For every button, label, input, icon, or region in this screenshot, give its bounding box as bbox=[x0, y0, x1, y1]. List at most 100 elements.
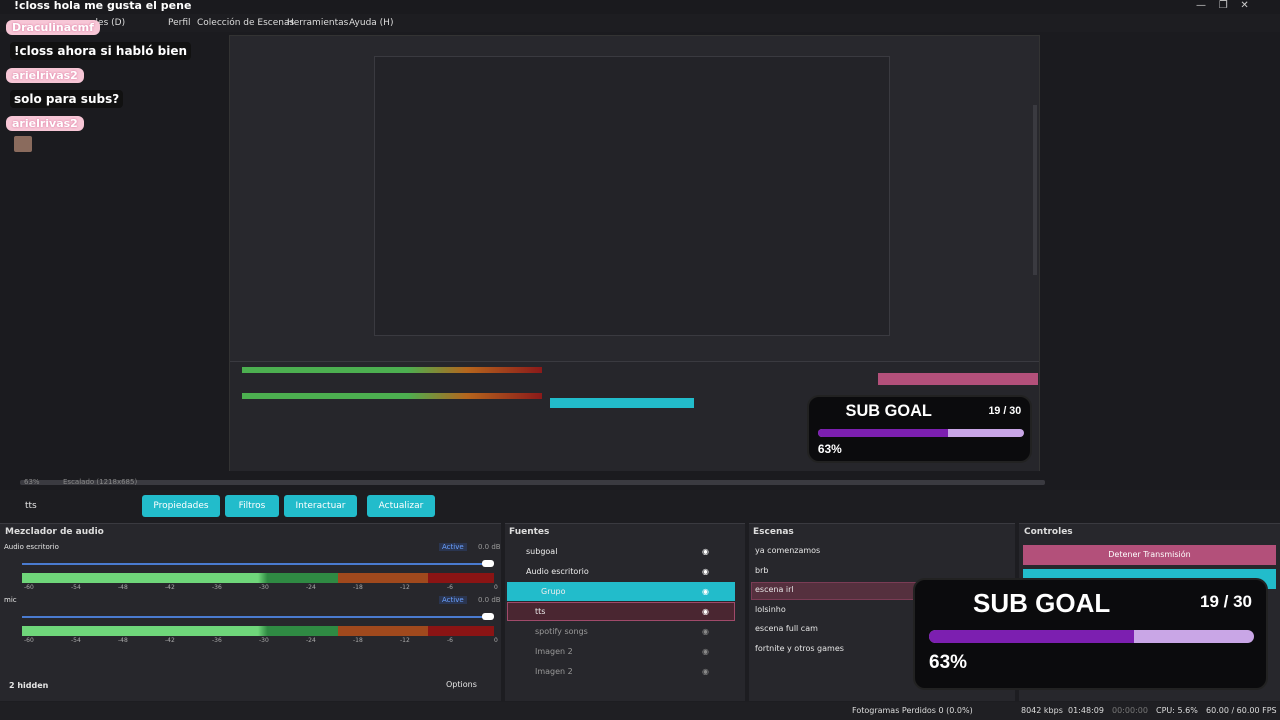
meter-scale: -54 bbox=[71, 584, 81, 591]
progress-track bbox=[929, 630, 1254, 643]
meter-scale: -6 bbox=[447, 584, 453, 591]
preview-scale: Escalado (1218x685) bbox=[63, 478, 138, 486]
status-rec: 00:00:00 bbox=[1112, 706, 1148, 715]
meter-scale: -42 bbox=[165, 637, 175, 644]
visibility-icon[interactable]: ◉ bbox=[702, 547, 709, 556]
meter-scale: -42 bbox=[165, 584, 175, 591]
source-name: tts bbox=[25, 501, 37, 511]
meter-scale: -60 bbox=[24, 584, 34, 591]
status-cpu: CPU: 5.6% bbox=[1156, 706, 1198, 715]
v-scrollbar bbox=[1033, 105, 1037, 275]
meter-scale: -18 bbox=[353, 584, 363, 591]
progress-fill bbox=[929, 630, 1134, 643]
scene-name[interactable]: escena irl bbox=[755, 585, 794, 594]
options-button[interactable]: Options bbox=[446, 680, 477, 689]
meter-scale: 0 bbox=[494, 584, 498, 591]
meter-scale: -60 bbox=[24, 637, 34, 644]
meter-scale: -54 bbox=[71, 637, 81, 644]
meter-scale: -18 bbox=[353, 637, 363, 644]
source-row[interactable] bbox=[507, 582, 735, 601]
window-controls[interactable]: — ❐ ✕ bbox=[1196, 0, 1249, 11]
scene-name[interactable]: escena full cam bbox=[755, 624, 818, 633]
sub-goal-title: SUB GOAL bbox=[973, 588, 1111, 618]
menu-item[interactable]: eles (D) bbox=[90, 18, 126, 28]
chat-message: solo para subs? bbox=[10, 90, 124, 108]
toolbar-button[interactable]: Propiedades bbox=[142, 495, 220, 517]
visibility-icon[interactable]: ◉ bbox=[702, 607, 709, 616]
channel-name: mic bbox=[4, 596, 17, 604]
meter bbox=[22, 626, 494, 636]
source-name: Audio escritorio bbox=[526, 567, 589, 576]
progress-fill bbox=[817, 428, 948, 437]
progress-label: 63% bbox=[817, 442, 842, 457]
meter-scale: -24 bbox=[306, 637, 316, 644]
channel-status: Active bbox=[439, 543, 467, 551]
volume-knob[interactable] bbox=[482, 560, 494, 567]
visibility-icon[interactable]: ◉ bbox=[702, 627, 709, 636]
nested-window bbox=[374, 56, 890, 336]
source-name: subgoal bbox=[526, 547, 558, 556]
meter-scale: -24 bbox=[306, 584, 316, 591]
visibility-icon[interactable]: ◉ bbox=[702, 587, 709, 596]
status-bar bbox=[0, 702, 1280, 720]
chat-message: !closs ahora si habló bien bbox=[10, 42, 192, 60]
channel-level: 0.0 dB bbox=[478, 543, 501, 551]
volume-knob[interactable] bbox=[482, 613, 494, 620]
source-name: tts bbox=[535, 607, 546, 616]
nested-controls-button bbox=[878, 373, 1038, 385]
scene-name[interactable]: brb bbox=[755, 565, 769, 575]
volume-slider[interactable] bbox=[22, 616, 492, 618]
meter-scale: -30 bbox=[259, 584, 269, 591]
menu-item[interactable]: Perfil bbox=[168, 18, 191, 28]
meter-scale: -12 bbox=[400, 584, 410, 591]
channel-name: Audio escritorio bbox=[4, 543, 59, 551]
channel-status: Active bbox=[439, 596, 467, 604]
status-live: 01:48:09 bbox=[1068, 706, 1104, 715]
title-bar bbox=[0, 0, 1280, 14]
chat-username: arielrivas2 bbox=[6, 68, 84, 83]
meter-scale: -6 bbox=[447, 637, 453, 644]
dock-title: Fuentes bbox=[509, 527, 550, 537]
dock-title: Escenas bbox=[753, 527, 794, 537]
toolbar-button[interactable]: Actualizar bbox=[367, 495, 435, 517]
sub-goal-count: 19 / 30 bbox=[988, 404, 1022, 417]
dock-title: Controles bbox=[1024, 527, 1073, 537]
progress-track bbox=[817, 428, 1024, 437]
menu-item[interactable]: Herramientas bbox=[287, 18, 349, 28]
meter-scale: -48 bbox=[118, 637, 128, 644]
mixer-dock bbox=[0, 523, 501, 701]
scene-name[interactable]: fortnite y otros games bbox=[755, 643, 844, 653]
source-name: Grupo bbox=[541, 587, 566, 596]
toolbar-button[interactable]: Filtros bbox=[225, 495, 279, 517]
sub-goal-widget: SUB GOAL 19 / 30 63% bbox=[807, 395, 1032, 463]
nested-selected-source bbox=[550, 398, 694, 408]
progress-label: 63% bbox=[929, 652, 968, 673]
menu-item[interactable]: Ayuda (H) bbox=[349, 18, 394, 28]
visibility-icon[interactable]: ◉ bbox=[702, 647, 709, 656]
window-title: !closs hola me gusta el pene bbox=[14, 0, 192, 12]
scene-name[interactable]: lolsinho bbox=[755, 604, 786, 614]
toolbar-button[interactable]: Interactuar bbox=[284, 495, 357, 517]
chat-username: Draculinacmf bbox=[6, 20, 100, 35]
scene-name[interactable]: ya comenzamos bbox=[755, 546, 821, 555]
chat-username: arielrivas2 bbox=[6, 116, 84, 131]
preview-canvas bbox=[229, 35, 1040, 471]
status-fps: 60.00 / 60.00 FPS bbox=[1206, 706, 1277, 715]
status-dropped: Fotogramas Perdidos 0 (0.0%) bbox=[852, 706, 973, 715]
status-bitrate: 8042 kbps bbox=[1021, 706, 1063, 715]
visibility-icon[interactable]: ◉ bbox=[702, 667, 709, 676]
menu-item[interactable]: Colección de Escenas bbox=[197, 18, 295, 28]
dock-title: Mezclador de audio bbox=[5, 527, 104, 537]
stop-stream-button[interactable]: Detener Transmisión bbox=[1023, 545, 1276, 565]
channel-level: 0.0 dB bbox=[478, 596, 501, 604]
source-row[interactable] bbox=[507, 602, 735, 621]
source-name: Imagen 2 bbox=[535, 647, 573, 656]
hidden-count: 2 hidden bbox=[9, 681, 49, 690]
volume-slider[interactable] bbox=[22, 563, 492, 565]
meter-scale: 0 bbox=[494, 637, 498, 644]
meter-scale: -36 bbox=[212, 637, 222, 644]
meter bbox=[22, 573, 494, 583]
visibility-icon[interactable]: ◉ bbox=[702, 567, 709, 576]
